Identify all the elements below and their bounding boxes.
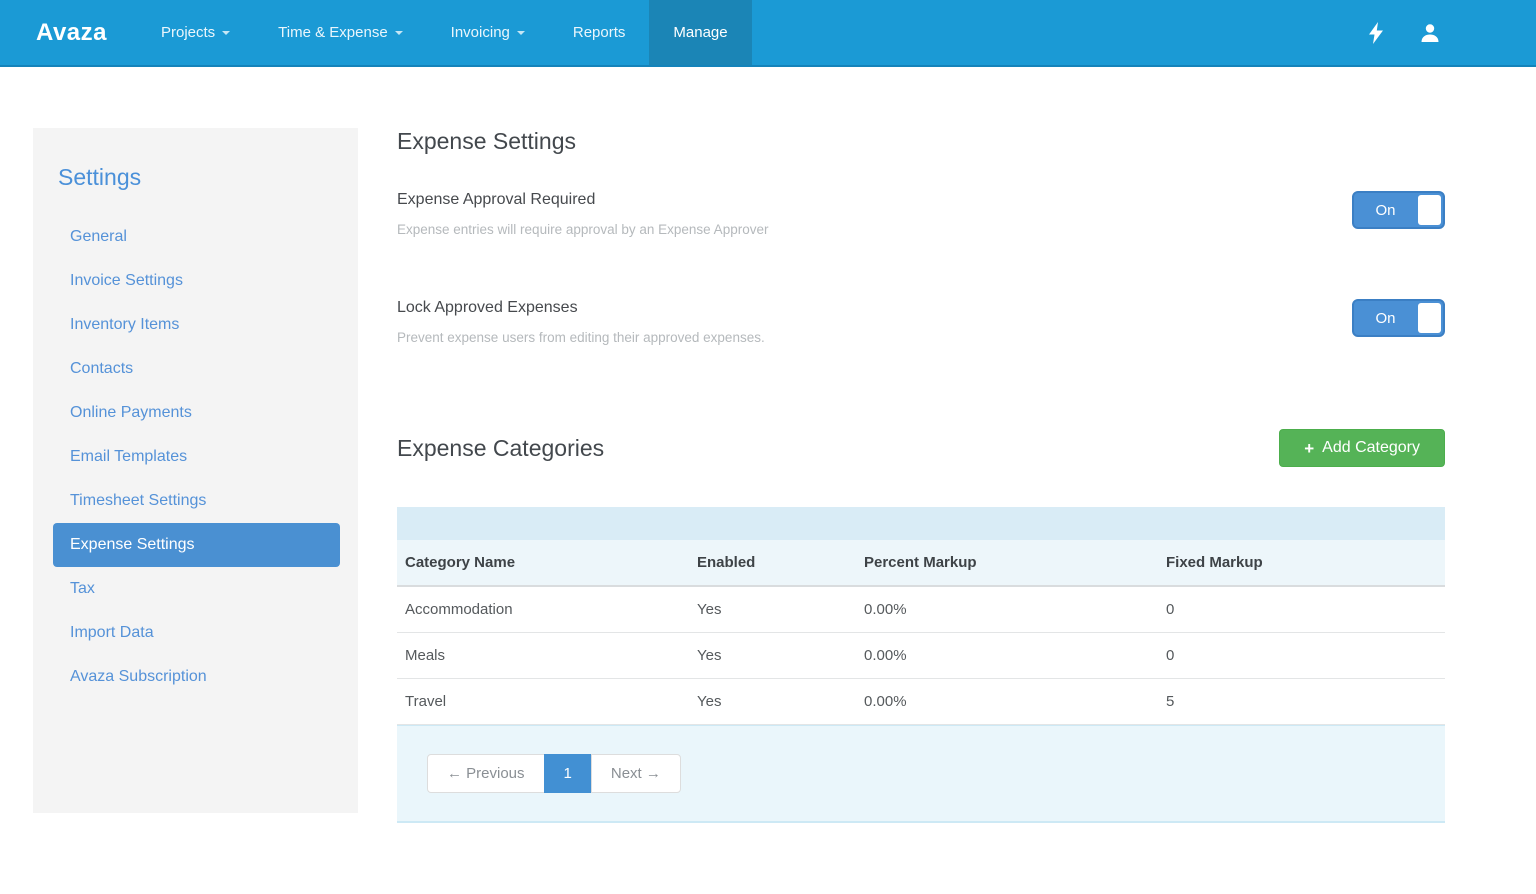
toggle-knob bbox=[1418, 303, 1441, 333]
nav-item-label: Invoicing bbox=[450, 24, 510, 41]
table-toolbar bbox=[397, 507, 1445, 540]
nav-item-projects[interactable]: Projects bbox=[137, 0, 254, 65]
categories-header: Expense Categories + Add Category bbox=[397, 429, 1445, 467]
sidebar-item-email-templates[interactable]: Email Templates bbox=[70, 448, 188, 465]
cell-percent-markup: 0.00% bbox=[856, 678, 1158, 725]
avaza-logo[interactable]: Avaza bbox=[36, 18, 107, 46]
plus-icon: + bbox=[1304, 438, 1315, 458]
setting-label: Expense Approval Required bbox=[397, 191, 596, 208]
add-category-label: Add Category bbox=[1322, 439, 1420, 456]
column-header-percent-markup[interactable]: Percent Markup bbox=[856, 540, 1158, 587]
setting-label: Lock Approved Expenses bbox=[397, 299, 578, 316]
categories-title: Expense Categories bbox=[397, 434, 605, 461]
column-header-enabled[interactable]: Enabled bbox=[689, 540, 856, 587]
navbar-right bbox=[1366, 0, 1536, 65]
caret-down-icon bbox=[516, 30, 525, 35]
nav-item-time-expense[interactable]: Time & Expense bbox=[254, 0, 427, 65]
nav-item-invoicing[interactable]: Invoicing bbox=[427, 0, 549, 65]
page-title: Expense Settings bbox=[397, 128, 577, 154]
sidebar-item-import-data[interactable]: Import Data bbox=[70, 624, 154, 641]
table-row[interactable]: Accommodation Yes 0.00% 0 bbox=[397, 586, 1445, 633]
column-header-category-name[interactable]: Category Name bbox=[397, 540, 689, 587]
previous-page-button[interactable]: ← Previous bbox=[427, 754, 545, 793]
expense-approval-toggle[interactable]: On bbox=[1352, 191, 1445, 229]
sidebar-item-avaza-subscription[interactable]: Avaza Subscription bbox=[70, 668, 207, 685]
sidebar-title: Settings bbox=[58, 164, 142, 190]
top-navbar: Avaza Projects Time & Expense Invoicing … bbox=[0, 0, 1536, 67]
cell-category-name: Travel bbox=[397, 678, 689, 725]
lightning-icon[interactable] bbox=[1366, 21, 1386, 44]
table-header-row: Category Name Enabled Percent Markup Fix… bbox=[397, 540, 1445, 587]
nav-item-label: Time & Expense bbox=[278, 24, 388, 41]
nav-item-label: Projects bbox=[160, 24, 216, 41]
column-header-fixed-markup[interactable]: Fixed Markup bbox=[1158, 540, 1445, 587]
cell-category-name: Accommodation bbox=[397, 586, 689, 633]
cell-fixed-markup: 5 bbox=[1158, 678, 1445, 725]
page-number-button[interactable]: 1 bbox=[543, 754, 592, 793]
table-footer: ← Previous 1 Next → bbox=[397, 725, 1445, 823]
add-category-button[interactable]: + Add Category bbox=[1279, 429, 1445, 467]
main-content: Expense Settings Expense Approval Requir… bbox=[397, 128, 1445, 823]
nav-menu: Projects Time & Expense Invoicing Report… bbox=[137, 0, 752, 65]
cell-enabled: Yes bbox=[689, 586, 856, 633]
toggle-knob bbox=[1418, 195, 1441, 225]
cell-category-name: Meals bbox=[397, 632, 689, 679]
sidebar-item-general[interactable]: General bbox=[70, 228, 127, 245]
categories-table: Category Name Enabled Percent Markup Fix… bbox=[397, 540, 1445, 725]
setting-expense-approval: Expense Approval Required Expense entrie… bbox=[397, 191, 1445, 237]
setting-text: Expense Approval Required Expense entrie… bbox=[397, 191, 768, 237]
nav-item-label: Manage bbox=[673, 24, 728, 41]
sidebar-item-timesheet-settings[interactable]: Timesheet Settings bbox=[70, 492, 207, 509]
setting-text: Lock Approved Expenses Prevent expense u… bbox=[397, 299, 765, 345]
pagination: ← Previous 1 Next → bbox=[427, 754, 681, 793]
user-icon[interactable] bbox=[1420, 22, 1440, 44]
cell-fixed-markup: 0 bbox=[1158, 586, 1445, 633]
cell-enabled: Yes bbox=[689, 678, 856, 725]
table-row[interactable]: Meals Yes 0.00% 0 bbox=[397, 632, 1445, 679]
sidebar-item-inventory-items[interactable]: Inventory Items bbox=[70, 316, 180, 333]
setting-description: Prevent expense users from editing their… bbox=[397, 330, 765, 345]
table-row[interactable]: Travel Yes 0.00% 5 bbox=[397, 678, 1445, 725]
settings-sidebar: Settings General Invoice Settings Invent… bbox=[33, 128, 358, 813]
cell-percent-markup: 0.00% bbox=[856, 632, 1158, 679]
sidebar-item-tax[interactable]: Tax bbox=[70, 580, 95, 597]
categories-table-container: Category Name Enabled Percent Markup Fix… bbox=[397, 507, 1445, 823]
toggle-state-label: On bbox=[1375, 309, 1396, 327]
sidebar-item-contacts[interactable]: Contacts bbox=[70, 360, 134, 377]
lock-approved-toggle[interactable]: On bbox=[1352, 299, 1445, 337]
next-page-button[interactable]: Next → bbox=[590, 754, 681, 793]
cell-percent-markup: 0.00% bbox=[856, 586, 1158, 633]
caret-down-icon bbox=[222, 30, 231, 35]
nav-item-manage[interactable]: Manage bbox=[649, 0, 752, 65]
nav-item-label: Reports bbox=[572, 24, 626, 41]
cell-fixed-markup: 0 bbox=[1158, 632, 1445, 679]
sidebar-item-expense-settings[interactable]: Expense Settings bbox=[53, 523, 340, 567]
setting-lock-approved: Lock Approved Expenses Prevent expense u… bbox=[397, 299, 1445, 345]
setting-description: Expense entries will require approval by… bbox=[397, 222, 769, 237]
cell-enabled: Yes bbox=[689, 632, 856, 679]
sidebar-item-online-payments[interactable]: Online Payments bbox=[70, 404, 192, 421]
toggle-state-label: On bbox=[1375, 201, 1396, 219]
caret-down-icon bbox=[394, 30, 403, 35]
nav-item-reports[interactable]: Reports bbox=[549, 0, 650, 65]
sidebar-item-invoice-settings[interactable]: Invoice Settings bbox=[70, 272, 183, 289]
